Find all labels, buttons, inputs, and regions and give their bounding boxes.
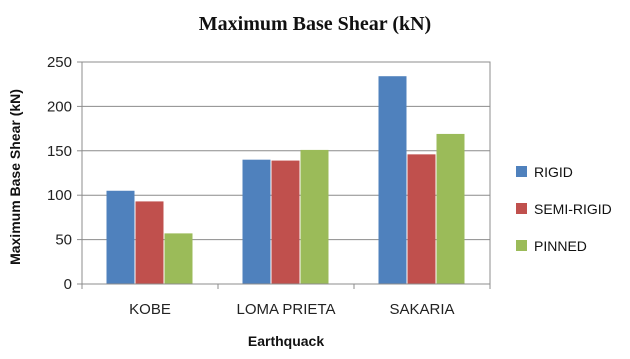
legend-label-semi-rigid: SEMI-RIGID bbox=[534, 201, 612, 217]
bar-rigid-kobe bbox=[106, 190, 135, 284]
bar-pinned-sakaria bbox=[436, 133, 465, 284]
y-tick-label: 0 bbox=[64, 276, 72, 293]
bar-semi-rigid-kobe bbox=[135, 201, 164, 284]
bar-semi-rigid-sakaria bbox=[407, 154, 436, 284]
y-tick-label: 100 bbox=[47, 187, 72, 204]
y-tick-label: 150 bbox=[47, 143, 72, 160]
chart-title: Maximum Base Shear (kN) bbox=[199, 13, 431, 35]
y-axis-label: Maximum Base Shear (kN) bbox=[7, 89, 23, 265]
y-tick-label: 200 bbox=[47, 98, 72, 115]
x-tick-label: SAKARIA bbox=[389, 301, 454, 318]
legend-swatch-semi-rigid bbox=[516, 203, 527, 214]
legend: RIGID SEMI-RIGID PINNED bbox=[516, 164, 612, 254]
bar-pinned-loma-prieta bbox=[300, 149, 329, 284]
x-axis-label: Earthquack bbox=[248, 333, 324, 349]
bar-semi-rigid-loma-prieta bbox=[271, 160, 300, 284]
x-tick-label: KOBE bbox=[129, 301, 171, 318]
legend-swatch-pinned bbox=[516, 240, 527, 251]
y-tick-label: 50 bbox=[55, 232, 72, 249]
bar-rigid-sakaria bbox=[378, 76, 407, 284]
axes: 0 50 100 150 200 250 KOBE LOMA PRIETA SAKARIA bbox=[47, 54, 491, 318]
bars bbox=[106, 76, 465, 284]
legend-swatch-rigid bbox=[516, 166, 527, 177]
legend-label-rigid: RIGID bbox=[534, 164, 573, 180]
y-tick-label: 250 bbox=[47, 54, 72, 71]
bar-rigid-loma-prieta bbox=[242, 159, 271, 284]
x-tick-label: LOMA PRIETA bbox=[237, 301, 336, 318]
legend-label-pinned: PINNED bbox=[534, 238, 587, 254]
bar-pinned-kobe bbox=[164, 233, 193, 284]
